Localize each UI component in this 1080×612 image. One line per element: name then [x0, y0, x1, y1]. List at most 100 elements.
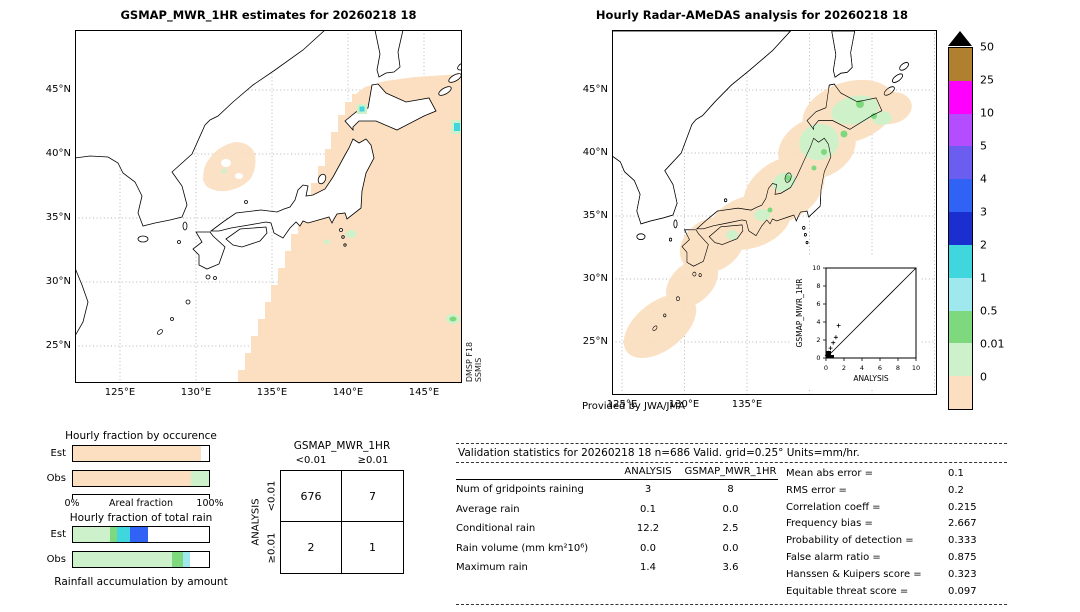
- stats-row: Maximum rain 1.4 3.6: [456, 562, 739, 574]
- left-lat-30: 30°N: [45, 276, 71, 287]
- left-map-gridlines: [75, 30, 462, 383]
- colorbar-segment: [949, 244, 972, 278]
- colorbar-segment: [949, 113, 972, 147]
- skill-scores-list: Mean abs error = 0.1 RMS error = 0.2 Corre…: [778, 466, 1007, 600]
- miss-cell: 2: [281, 522, 342, 573]
- left-map-canvas: [75, 30, 462, 383]
- contingency-col-label: <0.01: [295, 455, 327, 466]
- score-line: False alarm ratio = 0.875: [786, 551, 977, 563]
- bar-segment: [183, 552, 190, 567]
- right-map-border: [612, 30, 937, 395]
- colorbar-segment: [949, 343, 972, 377]
- stats-col-analysis: ANALYSIS: [624, 466, 672, 477]
- left-map-border: [75, 30, 462, 383]
- total-rain-obs-bar: [72, 551, 210, 568]
- sea-of-japan-swath-patch: [203, 142, 256, 192]
- total-rain-est-bar: [72, 526, 210, 543]
- colorbar-segment: [949, 310, 972, 344]
- left-lat-35: 35°N: [45, 212, 71, 223]
- svg-text:0: 0: [816, 354, 820, 362]
- bar-segment: [116, 527, 131, 542]
- score-line: Probability of detection = 0.333: [786, 535, 977, 547]
- right-lon-125: 125°E: [606, 399, 638, 410]
- contingency-col-group: GSMAP_MWR_1HR: [293, 440, 391, 452]
- svg-text:6: 6: [878, 364, 882, 372]
- bar-segment: [191, 471, 209, 486]
- svg-text:2: 2: [816, 336, 820, 344]
- occurrence-obs-bar: [72, 470, 210, 487]
- score-line: Hanssen & Kuipers score = 0.323: [786, 568, 977, 580]
- row-label-est: Est: [50, 529, 66, 540]
- stats-col-gsmap: GSMAP_MWR_1HR: [684, 466, 777, 477]
- colorbar-segment: [949, 277, 972, 311]
- colorbar-segment: [949, 48, 972, 81]
- fraction-charts: Hourly fraction by occurence Est Obs 0% …: [40, 430, 245, 602]
- left-lon-145: 145°E: [408, 387, 440, 398]
- right-lat-30: 30°N: [582, 273, 608, 284]
- left-lat-25: 25°N: [45, 340, 71, 351]
- left-lon-125: 125°E: [104, 387, 136, 398]
- row-label-est: Est: [50, 448, 66, 459]
- contingency-col-label: ≥0.01: [357, 455, 389, 466]
- colorbar-label: 10: [980, 106, 994, 120]
- colorbar-label: 0.01: [980, 337, 1005, 351]
- score-line: Mean abs error = 0.1: [786, 468, 964, 479]
- bar-segment: [73, 471, 192, 486]
- score-line: Frequency bias = 2.667: [786, 518, 977, 530]
- row-label-obs: Obs: [46, 554, 66, 565]
- colorbar-segment: [949, 146, 972, 180]
- stats-title: Validation statistics for 20260218 18 n=…: [456, 445, 1007, 463]
- bar-segment: [73, 527, 110, 542]
- axis-100-label: 100%: [196, 498, 224, 509]
- hit-cell: 1: [369, 541, 376, 554]
- total-rain-chart-title: Hourly fraction of total rain: [69, 512, 213, 524]
- svg-text:4: 4: [860, 364, 864, 372]
- colorbar-segment: [949, 80, 972, 114]
- svg-text:8: 8: [896, 364, 900, 372]
- axis-name-label: Areal fraction: [108, 498, 174, 509]
- score-line: Correlation coeff = 0.215: [786, 501, 977, 513]
- stats-row: Average rain 0.1 0.0: [456, 503, 739, 515]
- scatter-inset: 0 2 4 6 8 10 0 2 4 6 8 10 ANALYSIS GSMAP…: [790, 256, 920, 390]
- diagonal-line: [825, 267, 917, 359]
- scatter-points: [824, 323, 841, 358]
- bar-segment: [172, 552, 184, 567]
- satellite-swath: [238, 74, 462, 383]
- contingency-row-label: ≥0.01: [266, 532, 278, 564]
- stats-table: ANALYSIS GSMAP_MWR_1HR Num of gridpoints…: [456, 466, 778, 600]
- occurrence-est-bar: [72, 445, 210, 462]
- left-lon-130: 130°E: [180, 387, 212, 398]
- false-alarm-cell: 7: [342, 471, 403, 522]
- right-lat-40: 40°N: [582, 147, 608, 158]
- colorbar-label: 1: [980, 271, 987, 285]
- colorbar-label: 0: [980, 370, 987, 384]
- contingency-row-group: ANALYSIS: [250, 498, 262, 546]
- data-credit: Provided by JWA/JMA: [582, 401, 685, 412]
- colorbar-label: 50: [980, 40, 994, 54]
- contingency-row-label: <0.01: [266, 480, 278, 512]
- sensor-label: DMSP F18 SSMIS: [465, 341, 483, 383]
- inset-ticks: [823, 267, 917, 361]
- contingency-grid: 676 7 2 1: [280, 470, 404, 574]
- right-lon-135: 135°E: [731, 399, 763, 410]
- right-map-canvas: 0 2 4 6 8 10 0 2 4 6 8 10 ANALYSIS GSMAP…: [612, 30, 937, 395]
- svg-text:2: 2: [842, 364, 846, 372]
- total-rain-caption: Rainfall accumulation by amount: [54, 576, 228, 588]
- colorbar-overflow-triangle: [948, 31, 972, 46]
- stats-row: Rain volume (mm km²10⁶) 0.0 0.0: [456, 542, 739, 554]
- svg-text:10: 10: [812, 264, 820, 272]
- colorbar-segment: [949, 376, 972, 409]
- svg-text:8: 8: [816, 282, 820, 290]
- svg-text:6: 6: [816, 300, 820, 308]
- hits-neither-cell: 676: [281, 471, 342, 522]
- right-lat-25: 25°N: [582, 336, 608, 347]
- colorbar-label: 0.5: [980, 304, 998, 318]
- axis-0-label: 0%: [64, 498, 80, 509]
- colorbar: [948, 47, 973, 410]
- score-line: RMS error = 0.2: [786, 484, 964, 496]
- stats-row: Conditional rain 12.2 2.5: [456, 523, 739, 535]
- validation-statistics-panel: Validation statistics for 20260218 18 n=…: [456, 443, 1007, 606]
- right-map-title: Hourly Radar-AMeDAS analysis for 2026021…: [595, 8, 909, 22]
- colorbar-label: 5: [980, 139, 987, 153]
